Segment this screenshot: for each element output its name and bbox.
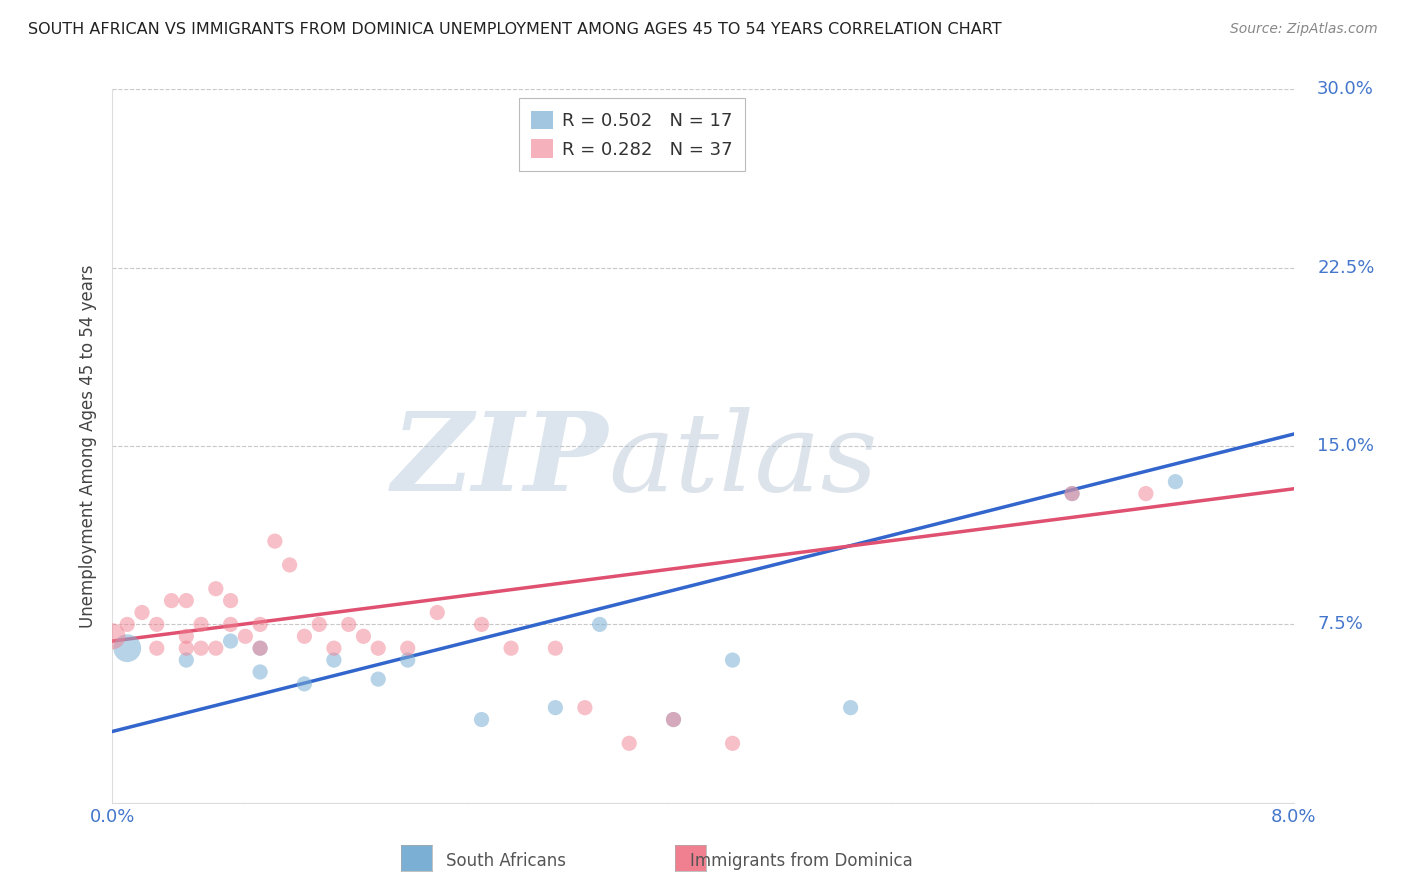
Point: [721, 736, 744, 750]
Point: [1062, 486, 1084, 500]
Point: [146, 617, 169, 632]
Point: [574, 700, 596, 714]
Text: 22.5%: 22.5%: [1317, 259, 1375, 277]
Point: [249, 641, 271, 656]
Point: [471, 713, 494, 727]
Point: [367, 641, 389, 656]
Point: [219, 617, 242, 632]
Point: [292, 629, 315, 643]
Point: [101, 629, 124, 643]
Point: [249, 665, 271, 679]
Text: atlas: atlas: [609, 407, 879, 514]
Point: [367, 672, 389, 686]
Point: [588, 617, 610, 632]
Point: [131, 606, 153, 620]
Point: [323, 641, 346, 656]
Text: Source: ZipAtlas.com: Source: ZipAtlas.com: [1230, 22, 1378, 37]
Point: [1062, 486, 1084, 500]
Text: SOUTH AFRICAN VS IMMIGRANTS FROM DOMINICA UNEMPLOYMENT AMONG AGES 45 TO 54 YEARS: SOUTH AFRICAN VS IMMIGRANTS FROM DOMINIC…: [28, 22, 1001, 37]
Point: [544, 700, 567, 714]
Point: [337, 617, 360, 632]
Point: [323, 653, 346, 667]
Point: [233, 629, 256, 643]
Point: [249, 617, 271, 632]
Point: [249, 641, 271, 656]
Point: [219, 593, 242, 607]
Point: [117, 617, 138, 632]
Point: [662, 713, 685, 727]
Point: [205, 582, 228, 596]
Point: [471, 617, 494, 632]
Point: [396, 653, 419, 667]
Point: [190, 617, 212, 632]
Point: [662, 713, 685, 727]
Point: [1164, 475, 1187, 489]
Point: [174, 641, 197, 656]
Point: [352, 629, 374, 643]
Point: [160, 593, 183, 607]
Point: [721, 653, 744, 667]
Text: ZIP: ZIP: [392, 407, 609, 514]
Y-axis label: Unemployment Among Ages 45 to 54 years: Unemployment Among Ages 45 to 54 years: [79, 264, 97, 628]
Point: [264, 534, 287, 549]
Point: [396, 641, 419, 656]
Text: 7.5%: 7.5%: [1317, 615, 1362, 633]
Legend: R = 0.502   N = 17, R = 0.282   N = 37: R = 0.502 N = 17, R = 0.282 N = 37: [519, 98, 745, 171]
Point: [1135, 486, 1157, 500]
Text: Immigrants from Dominica: Immigrants from Dominica: [690, 852, 912, 870]
Point: [146, 641, 169, 656]
Point: [190, 641, 212, 656]
Point: [117, 641, 138, 656]
Point: [544, 641, 567, 656]
Point: [278, 558, 301, 572]
Point: [426, 606, 449, 620]
Point: [292, 677, 315, 691]
Point: [174, 593, 197, 607]
Point: [308, 617, 330, 632]
Text: 15.0%: 15.0%: [1317, 437, 1374, 455]
Point: [501, 641, 523, 656]
Point: [219, 634, 242, 648]
Text: 30.0%: 30.0%: [1317, 80, 1374, 98]
Point: [839, 700, 862, 714]
Point: [619, 736, 641, 750]
Point: [205, 641, 228, 656]
Text: South Africans: South Africans: [446, 852, 567, 870]
Point: [174, 629, 197, 643]
Point: [174, 653, 197, 667]
